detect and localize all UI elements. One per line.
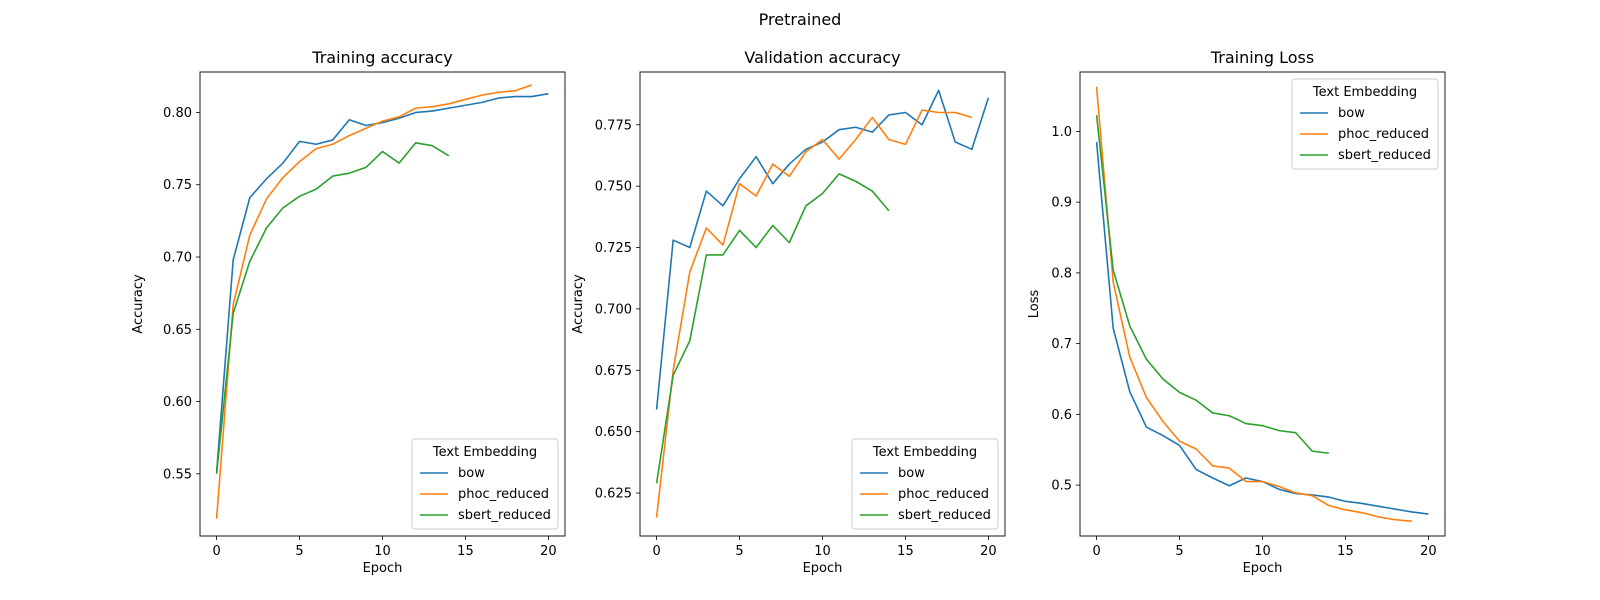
- training-accuracy-xtick-label: 5: [295, 544, 303, 559]
- training-loss-title: Training Loss: [1210, 48, 1314, 67]
- validation-accuracy-ytick-label: 0.675: [595, 364, 632, 379]
- training-loss-line-bow: [1095, 141, 1429, 515]
- validation-accuracy-xlabel: Epoch: [803, 561, 843, 576]
- training-accuracy-legend-title: Text Embedding: [432, 445, 537, 460]
- training-accuracy-axes-frame: [199, 71, 566, 537]
- training-accuracy-title: Training accuracy: [311, 48, 452, 67]
- training-accuracy-ytick-label: 0.55: [163, 467, 192, 482]
- training-loss-ytick-label: 0.5: [1051, 479, 1072, 494]
- training-loss-legend: Text Embedding bow phoc_reduced sbert_reduc…: [1291, 78, 1439, 170]
- validation-accuracy-legend-label-phoc-reduced: phoc_reduced: [898, 487, 989, 502]
- training-loss-xtick-label: 15: [1337, 544, 1354, 559]
- validation-accuracy-legend-box: [851, 438, 999, 530]
- training-accuracy-xtick-label: 20: [540, 544, 557, 559]
- training-loss-xtick-label: 10: [1254, 544, 1271, 559]
- training-accuracy-xtick-label: 10: [374, 544, 391, 559]
- validation-accuracy-xtick-label: 20: [980, 544, 997, 559]
- validation-accuracy-ytick-label: 0.625: [595, 487, 632, 502]
- figure-suptitle: Pretrained: [759, 10, 842, 29]
- validation-accuracy-legend-label-sbert-reduced: sbert_reduced: [898, 508, 991, 523]
- training-loss-ytick-label: 0.9: [1051, 196, 1072, 211]
- validation-accuracy-legend-title: Text Embedding: [872, 445, 977, 460]
- validation-accuracy-axes-frame: [639, 71, 1006, 537]
- training-accuracy-legend-box: [411, 438, 559, 530]
- validation-accuracy-xtick-label: 5: [735, 544, 743, 559]
- validation-accuracy-xtick-label: 10: [814, 544, 831, 559]
- training-accuracy-ytick-label: 0.65: [163, 323, 192, 338]
- validation-accuracy-ytick-label: 0.725: [595, 241, 632, 256]
- training-accuracy-line-phoc-reduced: [215, 84, 533, 519]
- training-accuracy-panel: Training accuracy 0 5 10 15 20 0.55 0.60 0.65 0.7…: [131, 48, 566, 576]
- training-accuracy-xlabel: Epoch: [363, 561, 403, 576]
- training-loss-ytick-label: 0.6: [1051, 408, 1072, 423]
- training-accuracy-legend-label-phoc-reduced: phoc_reduced: [458, 487, 549, 502]
- training-loss-legend-label-phoc-reduced: phoc_reduced: [1338, 127, 1429, 142]
- training-loss-line-phoc-reduced: [1095, 86, 1412, 522]
- validation-accuracy-panel: Validation accuracy 0 5 10 15 20 0.625 0.650 0.6…: [571, 48, 1006, 576]
- training-loss-xtick-label: 20: [1420, 544, 1437, 559]
- training-accuracy-line-sbert-reduced: [215, 142, 450, 474]
- training-accuracy-line-bow: [215, 92, 549, 473]
- validation-accuracy-legend-label-bow: bow: [898, 466, 925, 481]
- training-accuracy-legend-label-sbert-reduced: sbert_reduced: [458, 508, 551, 523]
- training-accuracy-xtick-label: 0: [212, 544, 220, 559]
- training-loss-legend-label-sbert-reduced: sbert_reduced: [1338, 148, 1431, 163]
- validation-accuracy-ytick-label: 0.700: [595, 302, 632, 317]
- training-accuracy-legend: Text Embedding bow phoc_reduced sbert_reduc…: [411, 438, 559, 530]
- validation-accuracy-line-sbert-reduced: [655, 173, 890, 484]
- validation-accuracy-line-phoc-reduced: [655, 109, 973, 518]
- training-loss-legend-title: Text Embedding: [1312, 85, 1417, 100]
- training-loss-ytick-label: 1.0: [1051, 125, 1072, 140]
- training-loss-axes-frame: [1079, 71, 1446, 537]
- training-loss-xlabel: Epoch: [1243, 561, 1283, 576]
- training-loss-xtick-label: 5: [1175, 544, 1183, 559]
- training-accuracy-xtick-label: 15: [457, 544, 474, 559]
- validation-accuracy-xtick-label: 0: [652, 544, 660, 559]
- training-loss-legend-label-bow: bow: [1338, 106, 1365, 121]
- training-accuracy-ytick-label: 0.75: [163, 178, 192, 193]
- validation-accuracy-ytick-label: 0.775: [595, 118, 632, 133]
- training-accuracy-ylabel: Accuracy: [131, 274, 146, 334]
- validation-accuracy-legend: Text Embedding bow phoc_reduced sbert_reduc…: [851, 438, 999, 530]
- training-loss-ylabel: Loss: [1027, 290, 1042, 319]
- training-loss-ytick-label: 0.8: [1051, 266, 1072, 281]
- validation-accuracy-ylabel: Accuracy: [571, 274, 586, 334]
- validation-accuracy-title: Validation accuracy: [744, 48, 900, 67]
- validation-accuracy-xtick-label: 15: [897, 544, 914, 559]
- validation-accuracy-ytick-label: 0.650: [595, 425, 632, 440]
- training-accuracy-legend-label-bow: bow: [458, 466, 485, 481]
- training-loss-ytick-label: 0.7: [1051, 337, 1072, 352]
- validation-accuracy-ytick-label: 0.750: [595, 180, 632, 195]
- training-accuracy-ytick-label: 0.80: [163, 106, 192, 121]
- validation-accuracy-line-bow: [655, 89, 990, 410]
- training-loss-line-sbert-reduced: [1095, 115, 1329, 455]
- training-loss-legend-box: [1291, 78, 1439, 170]
- training-loss-xtick-label: 0: [1092, 544, 1100, 559]
- training-accuracy-ytick-label: 0.60: [163, 395, 192, 410]
- training-loss-panel: Training Loss 0 5 10 15 20 0.5 0.6 0.7 0.8 0.9 1.0 E…: [1027, 48, 1446, 576]
- training-accuracy-ytick-label: 0.70: [163, 251, 192, 266]
